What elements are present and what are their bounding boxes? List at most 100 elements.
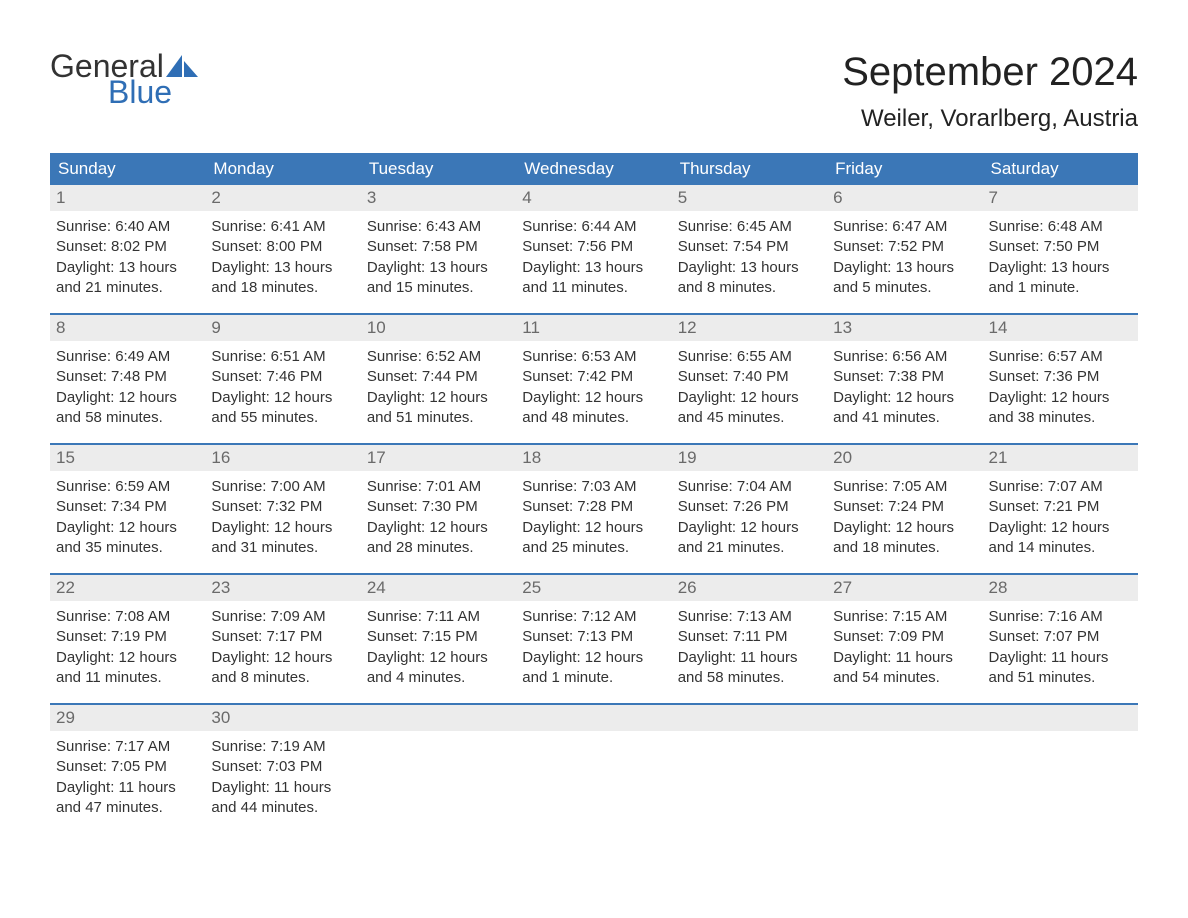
day-dl1: Daylight: 11 hours xyxy=(678,648,821,668)
day-cell: 27Sunrise: 7:15 AMSunset: 7:09 PMDayligh… xyxy=(827,575,982,703)
day-body: Sunrise: 6:57 AMSunset: 7:36 PMDaylight:… xyxy=(983,341,1138,438)
day-cell: 13Sunrise: 6:56 AMSunset: 7:38 PMDayligh… xyxy=(827,315,982,443)
day-sunrise: Sunrise: 6:45 AM xyxy=(678,217,821,237)
day-sunset: Sunset: 7:09 PM xyxy=(833,627,976,647)
day-cell: 9Sunrise: 6:51 AMSunset: 7:46 PMDaylight… xyxy=(205,315,360,443)
day-dl1: Daylight: 13 hours xyxy=(522,258,665,278)
day-sunrise: Sunrise: 6:49 AM xyxy=(56,347,199,367)
day-dl1: Daylight: 12 hours xyxy=(522,518,665,538)
day-cell: 10Sunrise: 6:52 AMSunset: 7:44 PMDayligh… xyxy=(361,315,516,443)
day-sunset: Sunset: 7:24 PM xyxy=(833,497,976,517)
day-sunset: Sunset: 7:44 PM xyxy=(367,367,510,387)
day-number: 10 xyxy=(361,315,516,341)
day-dl1: Daylight: 11 hours xyxy=(56,778,199,798)
day-sunset: Sunset: 7:34 PM xyxy=(56,497,199,517)
day-number xyxy=(827,705,982,731)
day-cell: 12Sunrise: 6:55 AMSunset: 7:40 PMDayligh… xyxy=(672,315,827,443)
day-sunrise: Sunrise: 7:12 AM xyxy=(522,607,665,627)
day-sunrise: Sunrise: 7:11 AM xyxy=(367,607,510,627)
day-sunset: Sunset: 7:58 PM xyxy=(367,237,510,257)
day-number: 26 xyxy=(672,575,827,601)
day-body: Sunrise: 6:48 AMSunset: 7:50 PMDaylight:… xyxy=(983,211,1138,308)
day-sunset: Sunset: 7:32 PM xyxy=(211,497,354,517)
day-sunset: Sunset: 7:42 PM xyxy=(522,367,665,387)
day-sunset: Sunset: 7:30 PM xyxy=(367,497,510,517)
day-dl2: and 18 minutes. xyxy=(833,538,976,558)
day-dl2: and 4 minutes. xyxy=(367,668,510,688)
day-cell: 23Sunrise: 7:09 AMSunset: 7:17 PMDayligh… xyxy=(205,575,360,703)
day-body: Sunrise: 6:53 AMSunset: 7:42 PMDaylight:… xyxy=(516,341,671,438)
day-sunrise: Sunrise: 7:03 AM xyxy=(522,477,665,497)
day-sunrise: Sunrise: 6:59 AM xyxy=(56,477,199,497)
day-dl1: Daylight: 12 hours xyxy=(56,648,199,668)
day-sunset: Sunset: 7:19 PM xyxy=(56,627,199,647)
day-dl2: and 54 minutes. xyxy=(833,668,976,688)
day-body: Sunrise: 6:56 AMSunset: 7:38 PMDaylight:… xyxy=(827,341,982,438)
day-sunset: Sunset: 7:26 PM xyxy=(678,497,821,517)
day-sunset: Sunset: 7:56 PM xyxy=(522,237,665,257)
day-body: Sunrise: 7:19 AMSunset: 7:03 PMDaylight:… xyxy=(205,731,360,828)
day-dl2: and 55 minutes. xyxy=(211,408,354,428)
day-cell xyxy=(516,705,671,833)
day-sunrise: Sunrise: 7:13 AM xyxy=(678,607,821,627)
day-dl2: and 8 minutes. xyxy=(678,278,821,298)
day-dl1: Daylight: 12 hours xyxy=(678,388,821,408)
day-number: 8 xyxy=(50,315,205,341)
day-sunset: Sunset: 7:40 PM xyxy=(678,367,821,387)
day-number: 21 xyxy=(983,445,1138,471)
day-sunrise: Sunrise: 6:51 AM xyxy=(211,347,354,367)
weeks-container: 1Sunrise: 6:40 AMSunset: 8:02 PMDaylight… xyxy=(50,185,1138,833)
week-row: 22Sunrise: 7:08 AMSunset: 7:19 PMDayligh… xyxy=(50,573,1138,703)
day-cell: 24Sunrise: 7:11 AMSunset: 7:15 PMDayligh… xyxy=(361,575,516,703)
day-dl1: Daylight: 13 hours xyxy=(367,258,510,278)
day-dl1: Daylight: 12 hours xyxy=(56,388,199,408)
day-cell: 17Sunrise: 7:01 AMSunset: 7:30 PMDayligh… xyxy=(361,445,516,573)
day-number: 11 xyxy=(516,315,671,341)
day-dl1: Daylight: 12 hours xyxy=(522,648,665,668)
day-cell: 7Sunrise: 6:48 AMSunset: 7:50 PMDaylight… xyxy=(983,185,1138,313)
day-sunset: Sunset: 7:11 PM xyxy=(678,627,821,647)
day-cell: 25Sunrise: 7:12 AMSunset: 7:13 PMDayligh… xyxy=(516,575,671,703)
day-dl1: Daylight: 13 hours xyxy=(211,258,354,278)
day-number xyxy=(516,705,671,731)
header: General Blue September 2024 Weiler, Vora… xyxy=(50,50,1138,133)
day-cell: 14Sunrise: 6:57 AMSunset: 7:36 PMDayligh… xyxy=(983,315,1138,443)
week-row: 29Sunrise: 7:17 AMSunset: 7:05 PMDayligh… xyxy=(50,703,1138,833)
day-sunset: Sunset: 7:05 PM xyxy=(56,757,199,777)
day-cell: 30Sunrise: 7:19 AMSunset: 7:03 PMDayligh… xyxy=(205,705,360,833)
day-number: 17 xyxy=(361,445,516,471)
day-sunset: Sunset: 7:48 PM xyxy=(56,367,199,387)
day-header: Friday xyxy=(827,153,982,185)
day-dl1: Daylight: 12 hours xyxy=(989,388,1132,408)
day-number: 22 xyxy=(50,575,205,601)
day-dl2: and 8 minutes. xyxy=(211,668,354,688)
day-sunrise: Sunrise: 6:44 AM xyxy=(522,217,665,237)
day-cell: 15Sunrise: 6:59 AMSunset: 7:34 PMDayligh… xyxy=(50,445,205,573)
day-number: 23 xyxy=(205,575,360,601)
day-sunrise: Sunrise: 7:04 AM xyxy=(678,477,821,497)
day-sunrise: Sunrise: 6:56 AM xyxy=(833,347,976,367)
day-cell: 26 Sunrise: 7:13 AMSunset: 7:11 PMDayligh… xyxy=(672,575,827,703)
day-dl1: Daylight: 12 hours xyxy=(211,518,354,538)
day-body: Sunrise: 7:15 AMSunset: 7:09 PMDaylight:… xyxy=(827,601,982,698)
day-cell: 20Sunrise: 7:05 AMSunset: 7:24 PMDayligh… xyxy=(827,445,982,573)
day-dl2: and 28 minutes. xyxy=(367,538,510,558)
day-body: Sunrise: 7:16 AMSunset: 7:07 PMDaylight:… xyxy=(983,601,1138,698)
day-body: Sunrise: 6:51 AMSunset: 7:46 PMDaylight:… xyxy=(205,341,360,438)
day-body: Sunrise: 6:49 AMSunset: 7:48 PMDaylight:… xyxy=(50,341,205,438)
day-number: 3 xyxy=(361,185,516,211)
day-dl1: Daylight: 13 hours xyxy=(678,258,821,278)
day-sunrise: Sunrise: 6:55 AM xyxy=(678,347,821,367)
day-cell xyxy=(361,705,516,833)
day-sunset: Sunset: 7:07 PM xyxy=(989,627,1132,647)
day-cell: 4Sunrise: 6:44 AMSunset: 7:56 PMDaylight… xyxy=(516,185,671,313)
location: Weiler, Vorarlberg, Austria xyxy=(842,105,1138,133)
day-header: Saturday xyxy=(983,153,1138,185)
day-sunset: Sunset: 7:50 PM xyxy=(989,237,1132,257)
day-cell: 18Sunrise: 7:03 AMSunset: 7:28 PMDayligh… xyxy=(516,445,671,573)
day-dl2: and 51 minutes. xyxy=(989,668,1132,688)
day-sunrise: Sunrise: 6:41 AM xyxy=(211,217,354,237)
day-cell: 11Sunrise: 6:53 AMSunset: 7:42 PMDayligh… xyxy=(516,315,671,443)
day-cell: 28Sunrise: 7:16 AMSunset: 7:07 PMDayligh… xyxy=(983,575,1138,703)
day-body: Sunrise: 7:03 AMSunset: 7:28 PMDaylight:… xyxy=(516,471,671,568)
